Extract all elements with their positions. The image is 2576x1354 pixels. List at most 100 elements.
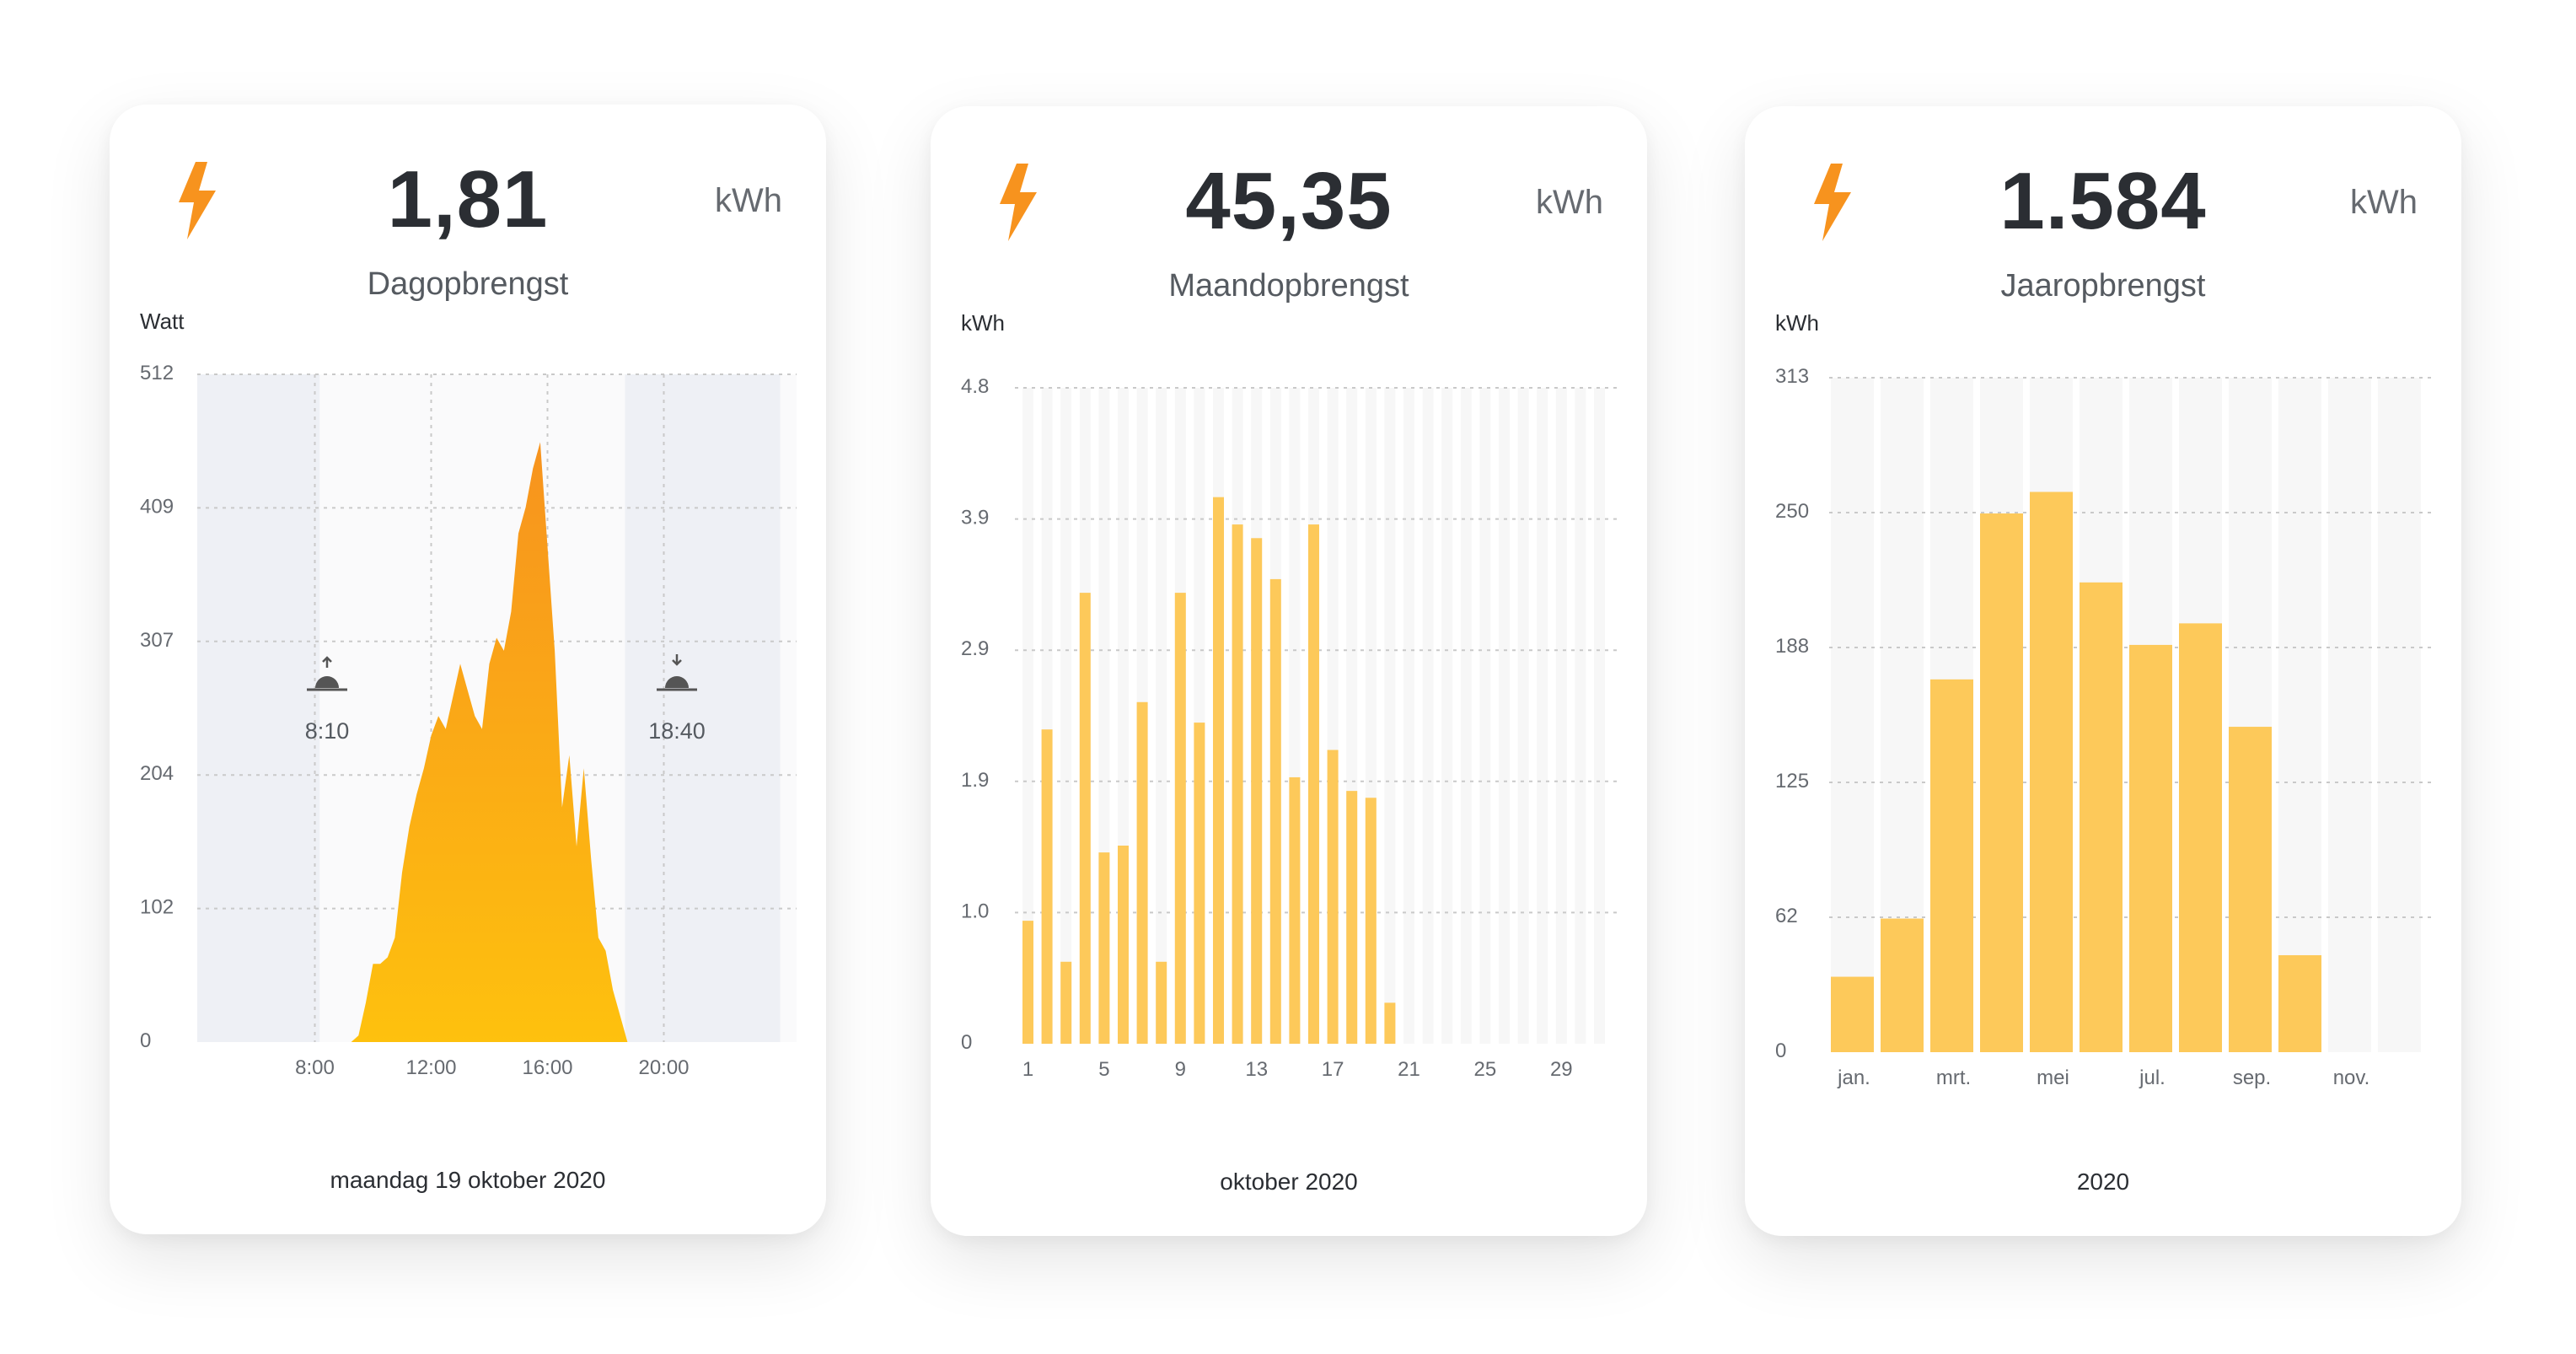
bar-slot	[2278, 378, 2321, 1052]
y-tick-label: 3.9	[961, 507, 989, 529]
bar-slot	[1594, 388, 1605, 1044]
y-tick-label: 125	[1775, 770, 1809, 793]
x-tick-label: 16:00	[522, 1056, 572, 1079]
month-bar	[2179, 623, 2222, 1052]
bar-slot	[1460, 388, 1472, 1044]
x-tick-label: 25	[1474, 1058, 1497, 1081]
night-shading	[197, 374, 320, 1042]
bar-slot	[2328, 378, 2371, 1052]
monthly-yield-card: 45,35 kWh Maandopbrengst kWh 0 1.0 1.9 2.9 3…	[931, 106, 1647, 1236]
daily-yield-unit: kWh	[715, 182, 782, 219]
bar-slot	[1441, 388, 1453, 1044]
monthly-yield-unit: kWh	[1536, 184, 1603, 221]
month-bar	[2129, 644, 2172, 1052]
day-bar	[1041, 729, 1053, 1044]
yearly-energy-chart: 0 62 125 188 250 313 jan. mrt. mei jul. sep. nov.	[1775, 365, 2432, 1089]
y-tick-label: 0	[961, 1031, 972, 1054]
bar-slot	[1499, 388, 1510, 1044]
month-label[interactable]: oktober 2020	[1220, 1169, 1358, 1195]
yearly-yield-label: Jaaropbrengst	[2000, 268, 2206, 304]
bar-slot	[2378, 378, 2421, 1052]
y-tick-label: 204	[140, 762, 174, 785]
sunrise-time: 8:10	[305, 718, 350, 744]
day-bar	[1251, 538, 1263, 1044]
sunset-time: 18:40	[648, 718, 706, 744]
month-bar	[2030, 492, 2073, 1052]
day-bar	[1384, 1002, 1396, 1044]
y-axis-unit: kWh	[961, 310, 1005, 336]
x-tick-label: sep.	[2233, 1067, 2271, 1089]
day-bar	[1289, 776, 1301, 1044]
daily-yield-label: Dagopbrengst	[367, 266, 569, 302]
lightning-bolt-icon	[179, 162, 216, 239]
y-tick-label: 4.8	[961, 375, 989, 398]
day-bar	[1022, 921, 1033, 1044]
day-bar	[1232, 524, 1243, 1044]
x-tick-label: 8:00	[295, 1056, 335, 1079]
sun-icon	[665, 676, 689, 688]
month-bar	[2080, 582, 2123, 1052]
daily-yield-value: 1,81	[387, 154, 549, 244]
lightning-bolt-icon	[1000, 164, 1037, 241]
power-area-series	[351, 442, 628, 1042]
y-tick-label: 0	[1775, 1040, 1786, 1062]
night-shading	[625, 374, 781, 1042]
day-bar	[1365, 798, 1377, 1044]
x-tick-label: 21	[1398, 1058, 1420, 1081]
bar-slot	[1555, 388, 1567, 1044]
x-tick-label: mrt.	[1936, 1067, 1971, 1089]
month-bar	[1831, 976, 1874, 1052]
y-axis-unit: Watt	[140, 309, 185, 334]
y-tick-label: 409	[140, 495, 174, 518]
day-bar	[1079, 593, 1091, 1044]
yearly-yield-value: 1.584	[1999, 156, 2207, 246]
y-tick-label: 62	[1775, 905, 1798, 927]
bar-slot	[1403, 388, 1414, 1044]
y-axis-unit: kWh	[1775, 310, 1819, 336]
x-tick-label: mei	[2037, 1067, 2069, 1089]
bar-slot	[1831, 378, 1874, 1052]
month-bar	[1980, 513, 2023, 1052]
y-tick-label: 0	[140, 1029, 151, 1052]
daily-date-label[interactable]: maandag 19 oktober 2020	[330, 1167, 606, 1193]
x-tick-label: 5	[1098, 1058, 1109, 1081]
lightning-bolt-icon	[1814, 164, 1851, 241]
y-tick-label: 188	[1775, 635, 1809, 658]
y-tick-label: 313	[1775, 365, 1809, 388]
year-label[interactable]: 2020	[2076, 1169, 2130, 1195]
y-tick-label: 1.0	[961, 900, 989, 922]
daily-power-chart: 0 102 204 307 409 512 8:00 12:00 16:00 20:00 8:10 1…	[140, 362, 797, 1079]
x-tick-label: 1	[1022, 1058, 1033, 1081]
sun-icon	[315, 676, 339, 688]
y-tick-label: 307	[140, 629, 174, 652]
day-bar	[1346, 791, 1358, 1044]
monthly-energy-chart: 0 1.0 1.9 2.9 3.9 4.8 1 5 9 13 17 21 25 29	[961, 375, 1618, 1081]
x-tick-label: jan.	[1837, 1067, 1870, 1089]
x-tick-label: 17	[1322, 1058, 1344, 1081]
day-bar	[1327, 750, 1339, 1044]
yearly-yield-card: 1.584 kWh Jaaropbrengst kWh 0 62 125 188 250…	[1745, 106, 2461, 1236]
day-bar	[1136, 701, 1148, 1044]
day-bar	[1118, 845, 1129, 1044]
day-bar	[1194, 723, 1205, 1044]
x-tick-label: 20:00	[638, 1056, 689, 1079]
x-tick-label: 13	[1245, 1058, 1268, 1081]
x-tick-label: 12:00	[405, 1056, 456, 1079]
day-bar	[1156, 961, 1167, 1044]
bar-slot	[1060, 388, 1072, 1044]
bar-slot	[1022, 388, 1033, 1044]
x-tick-label: 9	[1175, 1058, 1186, 1081]
bar-slot	[1537, 388, 1548, 1044]
month-bar	[1930, 679, 1973, 1052]
x-tick-label: jul.	[2139, 1067, 2165, 1089]
y-tick-label: 512	[140, 362, 174, 384]
bar-slot	[1575, 388, 1586, 1044]
x-tick-label: 29	[1550, 1058, 1573, 1081]
bar-slot	[1422, 388, 1434, 1044]
day-bar	[1269, 578, 1281, 1044]
bar-slot	[1517, 388, 1529, 1044]
y-tick-label: 1.9	[961, 769, 989, 792]
sunrise-marker: 8:10	[305, 656, 350, 744]
arrow-down-icon	[672, 654, 682, 666]
sunset-marker: 18:40	[648, 654, 706, 744]
